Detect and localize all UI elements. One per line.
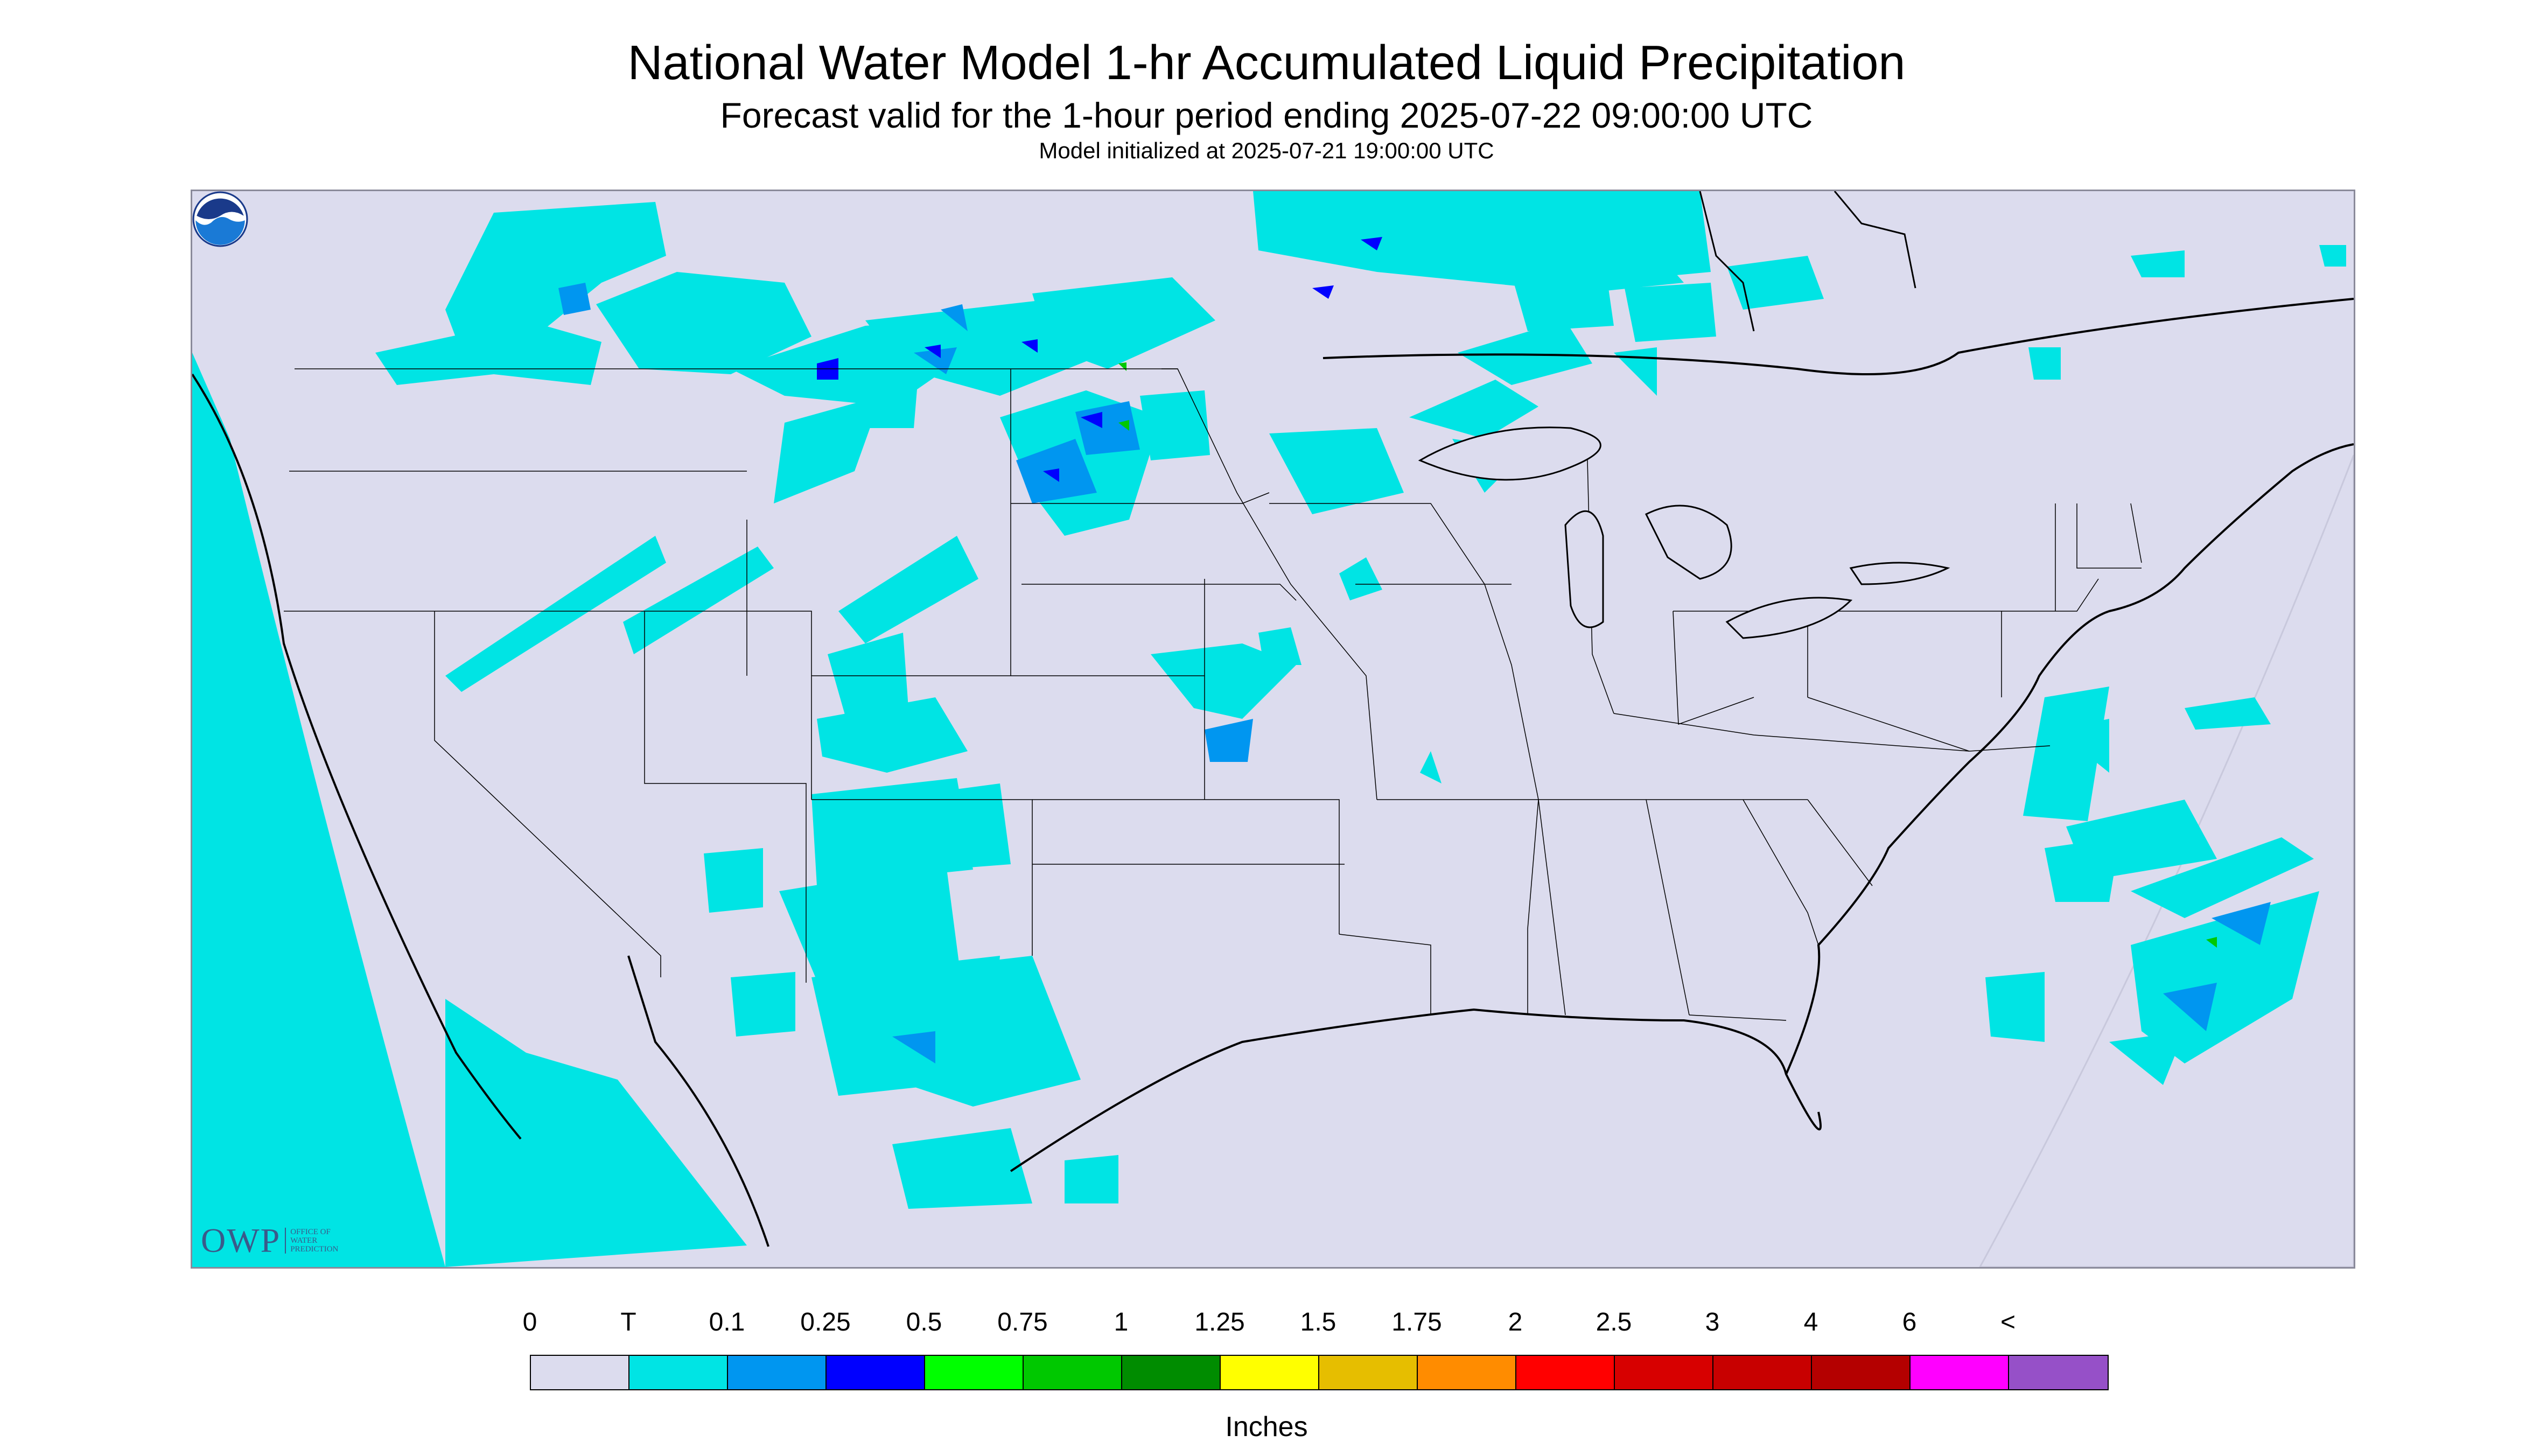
- legend-swatch: [1319, 1356, 1418, 1389]
- legend-label: 1.75: [1391, 1308, 1442, 1336]
- legend-colorbar: [530, 1355, 2109, 1390]
- legend-label: 1.25: [1194, 1308, 1245, 1336]
- legend-label: 4: [1803, 1308, 1818, 1336]
- legend-swatch: [1221, 1356, 1319, 1389]
- legend-swatch: [1122, 1356, 1221, 1389]
- great-lakes: [1418, 426, 1950, 639]
- owp-logo-line2: WATER: [290, 1236, 318, 1245]
- owp-logo: OWP OFFICE OF WATER PREDICTION: [201, 1221, 338, 1261]
- precip-trace-areas: [375, 191, 2346, 1209]
- legend-label: 2.5: [1596, 1308, 1632, 1336]
- legend-label: 0.5: [906, 1308, 942, 1336]
- legend-swatch: [1418, 1356, 1516, 1389]
- legend-swatch: [1713, 1356, 1812, 1389]
- legend-swatch: [629, 1356, 728, 1389]
- legend-label: T: [620, 1308, 636, 1336]
- model-init-line: Model initialized at 2025-07-21 19:00:00…: [1039, 138, 1494, 163]
- map-title: National Water Model 1-hr Accumulated Li…: [627, 36, 1906, 90]
- legend-swatch: [2009, 1356, 2108, 1389]
- legend-swatch: [827, 1356, 925, 1389]
- legend-swatch: [728, 1356, 827, 1389]
- legend-swatch: [1024, 1356, 1122, 1389]
- legend-label: 1: [1114, 1308, 1129, 1336]
- legend-label: 0: [522, 1308, 537, 1336]
- owp-logo-subtitle: OFFICE OF WATER PREDICTION: [285, 1228, 338, 1254]
- legend-swatch: [1516, 1356, 1615, 1389]
- pacific-precip-swath: [192, 353, 445, 1267]
- legend-label: 2: [1508, 1308, 1523, 1336]
- legend-label: 0.75: [997, 1308, 1048, 1336]
- legend-swatch: [1812, 1356, 1911, 1389]
- legend-label: <: [2000, 1308, 2016, 1336]
- hudson-bay-coast: [1699, 191, 1916, 332]
- legend-units: Inches: [1225, 1411, 1308, 1443]
- owp-logo-mark: OWP: [201, 1221, 281, 1259]
- legend-label: 6: [1902, 1308, 1917, 1336]
- legend-swatch: [531, 1356, 629, 1389]
- owp-logo-line1: OFFICE OF: [290, 1228, 331, 1236]
- coastlines: [192, 298, 2354, 1247]
- legend-label: 1.5: [1300, 1308, 1337, 1336]
- noaa-logo-icon: [192, 191, 248, 247]
- legend-label: 0.1: [709, 1308, 745, 1336]
- precip-light-areas: [558, 283, 2271, 1063]
- legend-label: 3: [1705, 1308, 1720, 1336]
- legend-swatch: [1615, 1356, 1713, 1389]
- state-boundaries: [284, 368, 2142, 1021]
- map-graphic: [192, 191, 2354, 1267]
- owp-logo-line3: PREDICTION: [290, 1245, 339, 1254]
- legend-label: 0.25: [800, 1308, 851, 1336]
- precip-moderate-areas: [817, 237, 1382, 482]
- legend-swatch: [1911, 1356, 2009, 1389]
- precipitation-map: OWP OFFICE OF WATER PREDICTION: [191, 190, 2355, 1269]
- forecast-valid-subtitle: Forecast valid for the 1-hour period end…: [720, 95, 1813, 135]
- baja-precip-swath: [445, 999, 747, 1267]
- legend-swatch: [925, 1356, 1024, 1389]
